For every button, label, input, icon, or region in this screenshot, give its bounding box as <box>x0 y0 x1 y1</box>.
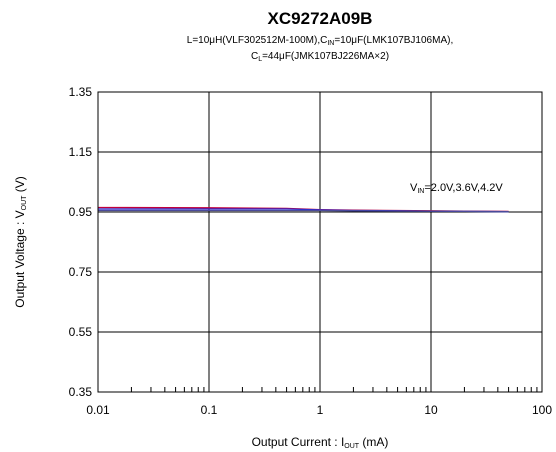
x-axis-label: Output Current : IOUT (mA) <box>252 435 389 450</box>
x-tick-labels: 0.01 0.1 1 10 100 <box>86 403 552 417</box>
chart-subtitle-line2: CL=44μF(JMK107BJ226MA×2) <box>251 51 389 63</box>
x-tick-label: 0.1 <box>201 403 218 417</box>
y-tick-labels: 0.35 0.55 0.75 0.95 1.15 1.35 <box>69 85 93 399</box>
y-tick-label: 1.35 <box>69 85 93 99</box>
y-axis-label: Output Voltage : VOUT (V) <box>13 176 28 308</box>
x-tick-label: 0.01 <box>86 403 110 417</box>
vin-annotation: VIN=2.0V,3.6V,4.2V <box>410 182 503 195</box>
x-tick-label: 100 <box>532 403 552 417</box>
x-tick-label: 10 <box>424 403 438 417</box>
x-tick-label: 1 <box>317 403 324 417</box>
y-tick-label: 0.55 <box>69 325 93 339</box>
y-tick-label: 1.15 <box>69 145 93 159</box>
y-tick-label: 0.95 <box>69 205 93 219</box>
chart-subtitle-line1: L=10μH(VLF302512M-100M),CIN=10μF(LMK107B… <box>187 35 453 47</box>
y-tick-label: 0.35 <box>69 385 93 399</box>
chart-title: XC9272A09B <box>268 9 373 28</box>
x-minor-ticks <box>130 387 538 392</box>
series-group <box>97 206 509 213</box>
series-line-3 <box>98 209 509 213</box>
y-tick-label: 0.75 <box>69 265 93 279</box>
plot-frame <box>97 91 543 393</box>
